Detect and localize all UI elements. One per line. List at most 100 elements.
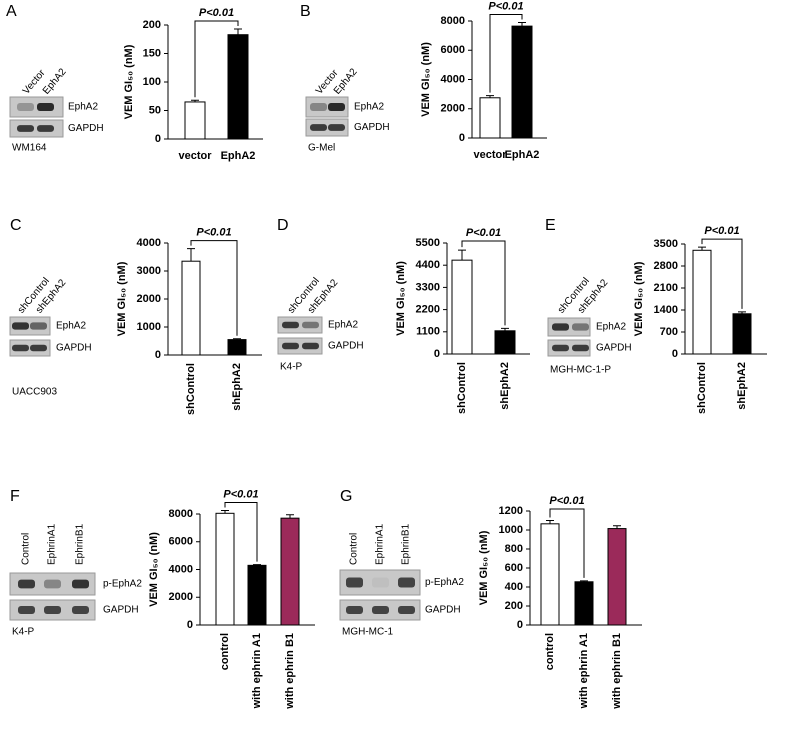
y-tick-label: 50 [149, 104, 161, 116]
y-axis-label: VEM GI₅₀ (nM) [395, 261, 407, 336]
y-tick-label: 0 [187, 619, 193, 631]
blot-band [44, 606, 61, 614]
panel-letter: B [300, 3, 311, 20]
y-tick-label: 1000 [499, 524, 523, 536]
bar [215, 512, 235, 626]
bar [184, 101, 206, 140]
blot-band [372, 606, 389, 614]
y-axis-label: VEM GI₅₀ (nM) [148, 532, 160, 607]
y-tick-label: 100 [143, 76, 161, 88]
x-tick-label: shEphA2 [736, 362, 748, 410]
y-tick-label: 700 [660, 326, 678, 338]
y-tick-label: 3500 [654, 238, 678, 250]
panel-letter: E [545, 217, 556, 234]
bar [227, 34, 249, 140]
blot-band [398, 606, 415, 614]
y-tick-label: 1100 [416, 326, 440, 338]
bar [479, 97, 501, 139]
y-tick-label: 600 [505, 562, 523, 574]
y-tick-label: 5500 [416, 237, 440, 249]
y-tick-label: 200 [505, 600, 523, 612]
y-tick-label: 2000 [169, 591, 193, 603]
bar [692, 249, 712, 355]
error-bar [187, 248, 195, 262]
error-bar [501, 327, 509, 331]
blot-strip [277, 337, 323, 355]
annotation: P<0.01 [223, 488, 258, 500]
blot-band [17, 103, 34, 111]
y-tick-label: 0 [672, 348, 678, 360]
significance-bracket [549, 508, 585, 578]
blot-band [18, 606, 35, 614]
error-bar [234, 28, 242, 35]
bar [451, 259, 473, 355]
y-tick-label: 1000 [137, 321, 161, 333]
error-bar [191, 99, 199, 102]
lane-label: Control [21, 533, 32, 565]
y-tick-label: 0 [434, 348, 440, 360]
lane-label: EphrinA1 [47, 523, 58, 565]
bar [280, 517, 300, 626]
x-tick-label: with ephrin B1 [284, 633, 296, 710]
y-tick-label: 4000 [169, 563, 193, 575]
y-tick-label: 4000 [441, 73, 465, 85]
blot-label: EphA2 [68, 102, 98, 113]
annotation: P<0.01 [466, 227, 501, 239]
blot-band [18, 579, 35, 589]
y-tick-label: 200 [143, 19, 161, 31]
x-tick-label: control [544, 633, 556, 670]
bar [607, 528, 627, 626]
bar [181, 260, 201, 356]
error-bar [486, 95, 494, 98]
blot-band [12, 322, 29, 330]
bar [247, 564, 267, 626]
y-tick-label: 8000 [441, 15, 465, 27]
error-bar [233, 338, 241, 340]
error-bar [458, 249, 466, 261]
lane-label: Control [349, 533, 360, 565]
blot-label: EphA2 [354, 102, 384, 113]
error-bar [286, 514, 294, 519]
blot-band [328, 124, 345, 131]
lane-label: EphrinB1 [75, 523, 86, 565]
significance-bracket [190, 240, 238, 336]
error-bar [221, 510, 229, 514]
blot-band [310, 124, 327, 131]
annotation: P<0.01 [488, 0, 523, 12]
y-tick-label: 4400 [416, 259, 440, 271]
blot-label: GAPDH [103, 605, 139, 616]
y-tick-label: 800 [505, 543, 523, 555]
blot-label: GAPDH [425, 605, 461, 616]
blot-band [346, 577, 363, 588]
blot-band [302, 321, 319, 329]
panel-letter: F [10, 488, 20, 505]
y-axis-label: VEM GI₅₀ (nM) [116, 261, 128, 336]
y-tick-label: 3300 [416, 281, 440, 293]
blot-band [72, 606, 89, 614]
x-tick-label: with ephrin A1 [251, 633, 263, 709]
error-bar [546, 520, 554, 524]
blot-band [37, 103, 54, 111]
blot-label: GAPDH [56, 343, 92, 354]
error-bar [253, 564, 261, 566]
error-bar [698, 246, 706, 251]
annotation: P<0.01 [196, 227, 231, 239]
error-bar [580, 580, 588, 582]
significance-bracket [701, 238, 743, 309]
blot-strip [305, 96, 349, 118]
y-tick-label: 0 [155, 349, 161, 361]
blot-label: GAPDH [328, 341, 364, 352]
y-tick-label: 2000 [441, 103, 465, 115]
x-tick-label: shControl [185, 363, 197, 415]
blot-label: EphA2 [328, 320, 358, 331]
blot-band [572, 323, 589, 331]
blot-label: GAPDH [596, 343, 632, 354]
y-tick-label: 2000 [137, 293, 161, 305]
blot-band [346, 606, 363, 614]
lane-label: EphA2 [41, 66, 69, 96]
error-bar [613, 525, 621, 529]
lane-label: EphrinA1 [375, 523, 386, 565]
blot-strip [9, 119, 64, 138]
cell-line: K4-P [280, 362, 303, 373]
